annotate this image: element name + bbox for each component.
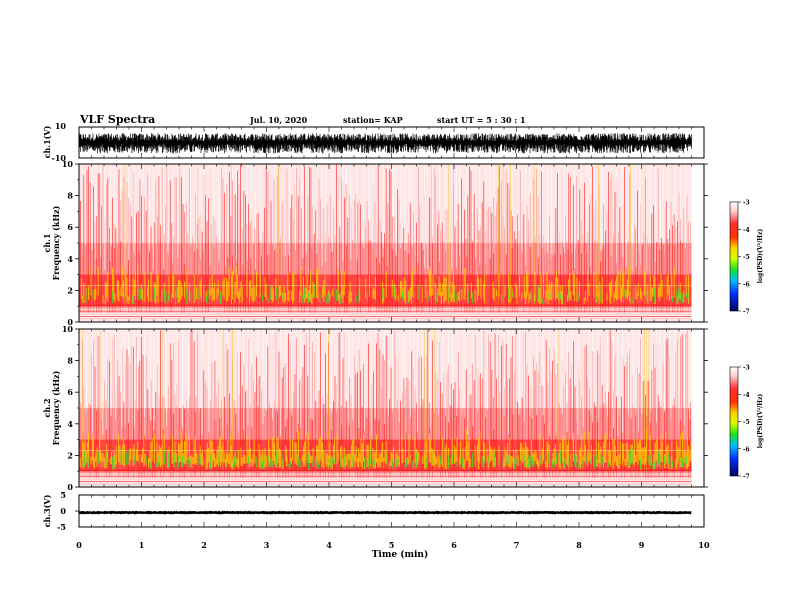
ytick-label: 4 [67,254,73,264]
ytick-label: 2 [67,285,73,295]
ch1-ytick-top: 10 [55,121,67,131]
start-ut-label: start UT = 5 : 30 : 1 [437,115,526,125]
ch2-spectrogram-ylabel-ch: ch.2 [42,398,52,417]
ch1-spectrogram-ylabel-freq: Frequency (kHz) [51,205,61,280]
ytick-label: 2 [67,450,73,460]
xtick-label: 1 [139,540,145,550]
spectrogram-sferics-a [89,329,691,478]
time-axis: 0 1 2 3 4 5 6 7 8 9 10 [76,127,710,550]
colorbar-tick-label: -6 [743,446,750,453]
spectrogram-gaps [79,329,691,437]
station-label: station= KAP [343,115,403,125]
spectrogram-yellow [80,264,690,305]
xtick-label: 2 [201,540,207,550]
xtick-label: 8 [576,540,582,550]
ytick-label: 6 [67,222,73,232]
time-axis-label: Time (min) [372,549,429,560]
colorbar-tick-label: -7 [743,474,750,481]
ch1-colorbar-ticks: -3 -4 -5 -6 -7 [738,200,750,316]
ch1-spectrogram-ylabel-ch: ch.1 [42,233,52,252]
ytick-label: 8 [67,191,73,201]
ch3-ytick-mid: 0 [60,506,66,516]
ch3-ytick-bottom: -5 [57,522,66,532]
ch1-spectrogram-image [79,164,692,322]
ch2-spectrogram-panel: 0 2 4 6 8 10 ch.2 Frequency (kHz) [42,324,708,492]
ch3-waveform-line [79,510,692,515]
ch1-ytick-bottom: -10 [52,153,67,163]
ch1-spectrogram-panel: 0 2 4 6 8 10 ch.1 Frequency (kHz) [42,159,708,327]
colorbar-tick-label: -5 [743,254,750,261]
date-label: Jul. 10, 2020 [249,115,308,125]
colorbar-tick-label: -3 [743,200,750,207]
xtick-label: 3 [264,540,270,550]
xtick-label: 9 [639,540,645,550]
ch1-colorbar-label: log(PSD)(V²/Hz) [757,229,764,284]
spectrogram-streaks [82,329,689,472]
xtick-label: 6 [451,540,457,550]
xtick-label: 0 [76,540,82,550]
colorbar-tick-label: -4 [743,392,750,399]
ytick-label: 4 [67,419,73,429]
ch3-waveform-trace [79,510,692,515]
ch1-waveform-line [79,133,692,154]
figure-title: VLF Spectra [79,113,155,126]
ch1-colorbar: -3 -4 -5 -6 -7 log(PSD)(V²/Hz) [729,200,764,316]
xtick-label: 4 [326,540,332,550]
ch2-colorbar-ticks: -3 -4 -5 -6 -7 [738,365,750,481]
spectrogram-sferics-b [79,329,688,478]
ch3-ytick-top: 5 [60,490,66,500]
ytick-label: 6 [67,387,73,397]
ytick-label: 0 [67,317,73,327]
xtick-label: 10 [698,540,710,550]
spectrogram-green [79,447,688,470]
ch2-spectrogram-image [79,329,692,487]
ytick-label: 8 [67,356,73,366]
ch1-colorbar-scale [729,201,739,312]
xtick-label: 5 [389,540,395,550]
spectrogram-sferics-b [81,166,691,313]
ch1-waveform-trace [79,133,692,154]
xtick-label: 7 [514,540,520,550]
ytick-label: 0 [67,482,73,492]
ytick-label: 10 [62,324,74,334]
ch2-colorbar-scale [729,366,739,477]
ch1-waveform-ylabel: ch.1(V) [42,125,52,158]
ch2-colorbar-label: log(PSD)(V²/Hz) [757,394,764,449]
colorbar-tick-label: -3 [743,365,750,372]
ch3-waveform-ylabel: ch.3(V) [42,494,52,527]
ch2-colorbar: -3 -4 -5 -6 -7 log(PSD)(V²/Hz) [729,365,764,481]
ch1-spectrogram-yticks: 0 2 4 6 8 10 [62,159,708,327]
colorbar-tick-label: -6 [743,281,750,288]
spectrogram-streaks [124,164,646,307]
colorbar-tick-label: -7 [743,309,750,316]
spectrogram-green [82,283,689,305]
ytick-label: 10 [62,159,74,169]
spectrogram-gaps [79,164,686,272]
colorbar-tick-label: -4 [743,227,750,234]
colorbar-tick-label: -5 [743,419,750,426]
ch2-spectrogram-ylabel-freq: Frequency (kHz) [51,370,61,445]
ch2-spectrogram-yticks: 0 2 4 6 8 10 [62,324,708,492]
